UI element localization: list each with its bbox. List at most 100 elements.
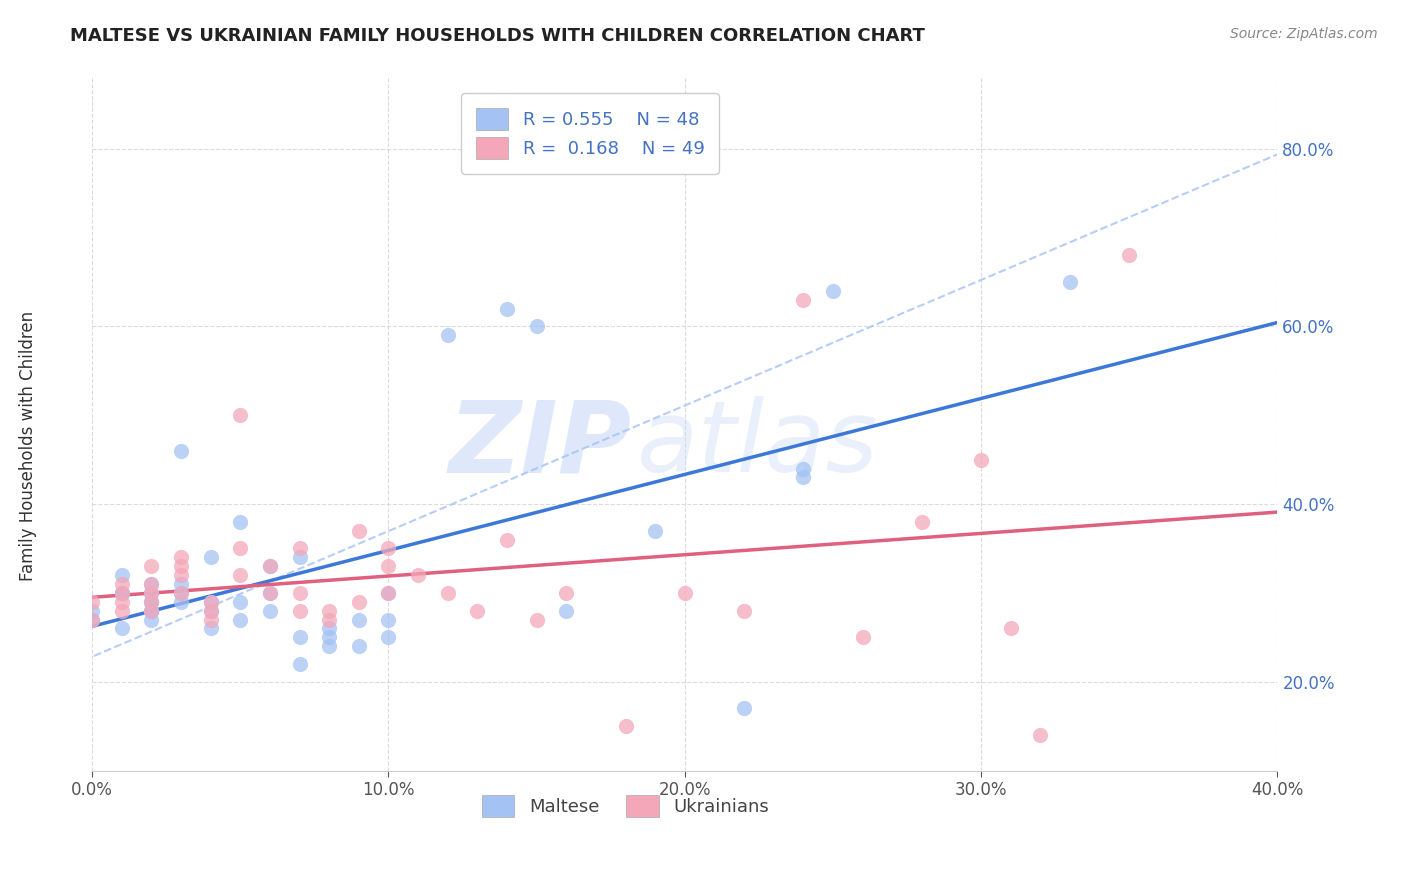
Point — [970, 452, 993, 467]
Point — [229, 408, 252, 422]
Point — [141, 586, 163, 600]
Point — [673, 586, 696, 600]
Point — [614, 719, 637, 733]
Point — [792, 461, 814, 475]
Point — [170, 559, 193, 574]
Text: ZIP: ZIP — [449, 396, 631, 493]
Point — [318, 631, 340, 645]
Point — [111, 568, 134, 582]
Point — [200, 595, 222, 609]
Point — [555, 586, 578, 600]
Point — [200, 604, 222, 618]
Point — [288, 550, 311, 565]
Point — [318, 604, 340, 618]
Point — [111, 586, 134, 600]
Point — [377, 586, 399, 600]
Point — [141, 604, 163, 618]
Point — [229, 515, 252, 529]
Point — [288, 586, 311, 600]
Point — [200, 613, 222, 627]
Point — [111, 586, 134, 600]
Point — [259, 559, 281, 574]
Point — [467, 604, 489, 618]
Text: Family Households with Children: Family Households with Children — [20, 311, 37, 581]
Point — [733, 604, 755, 618]
Point — [851, 631, 873, 645]
Point — [526, 613, 548, 627]
Point — [347, 613, 370, 627]
Legend: Maltese, Ukrainians: Maltese, Ukrainians — [475, 788, 776, 824]
Point — [141, 595, 163, 609]
Point — [200, 595, 222, 609]
Point — [288, 604, 311, 618]
Point — [141, 604, 163, 618]
Point — [733, 701, 755, 715]
Text: atlas: atlas — [637, 396, 879, 493]
Point — [318, 613, 340, 627]
Point — [170, 586, 193, 600]
Point — [229, 541, 252, 556]
Point — [170, 577, 193, 591]
Point — [111, 595, 134, 609]
Point — [259, 559, 281, 574]
Point — [141, 586, 163, 600]
Point — [377, 613, 399, 627]
Point — [1118, 248, 1140, 262]
Point — [141, 559, 163, 574]
Point — [288, 657, 311, 671]
Point — [141, 577, 163, 591]
Point — [170, 443, 193, 458]
Point — [1000, 622, 1022, 636]
Point — [170, 586, 193, 600]
Point — [436, 328, 458, 343]
Point — [792, 470, 814, 484]
Point — [111, 604, 134, 618]
Point — [377, 586, 399, 600]
Point — [406, 568, 429, 582]
Point — [82, 595, 104, 609]
Text: MALTESE VS UKRAINIAN FAMILY HOUSEHOLDS WITH CHILDREN CORRELATION CHART: MALTESE VS UKRAINIAN FAMILY HOUSEHOLDS W… — [70, 27, 925, 45]
Point — [792, 293, 814, 307]
Point — [288, 541, 311, 556]
Point — [200, 550, 222, 565]
Text: Source: ZipAtlas.com: Source: ZipAtlas.com — [1230, 27, 1378, 41]
Point — [111, 622, 134, 636]
Point — [259, 604, 281, 618]
Point — [1059, 275, 1081, 289]
Point — [821, 284, 844, 298]
Point — [347, 595, 370, 609]
Point — [82, 604, 104, 618]
Point — [82, 613, 104, 627]
Point — [377, 631, 399, 645]
Point — [318, 622, 340, 636]
Point — [347, 524, 370, 538]
Point — [141, 595, 163, 609]
Point — [526, 319, 548, 334]
Point — [377, 541, 399, 556]
Point — [347, 640, 370, 654]
Point — [496, 301, 519, 316]
Point — [170, 568, 193, 582]
Point — [170, 595, 193, 609]
Point — [288, 631, 311, 645]
Point — [141, 595, 163, 609]
Point — [229, 595, 252, 609]
Point — [911, 515, 934, 529]
Point — [141, 577, 163, 591]
Point — [229, 568, 252, 582]
Point — [111, 586, 134, 600]
Point — [141, 604, 163, 618]
Point — [200, 622, 222, 636]
Point — [200, 604, 222, 618]
Point — [644, 524, 666, 538]
Point — [82, 613, 104, 627]
Point — [259, 586, 281, 600]
Point — [318, 640, 340, 654]
Point — [555, 604, 578, 618]
Point — [496, 533, 519, 547]
Point — [259, 586, 281, 600]
Point — [1029, 728, 1052, 742]
Point — [377, 559, 399, 574]
Point — [111, 577, 134, 591]
Point — [229, 613, 252, 627]
